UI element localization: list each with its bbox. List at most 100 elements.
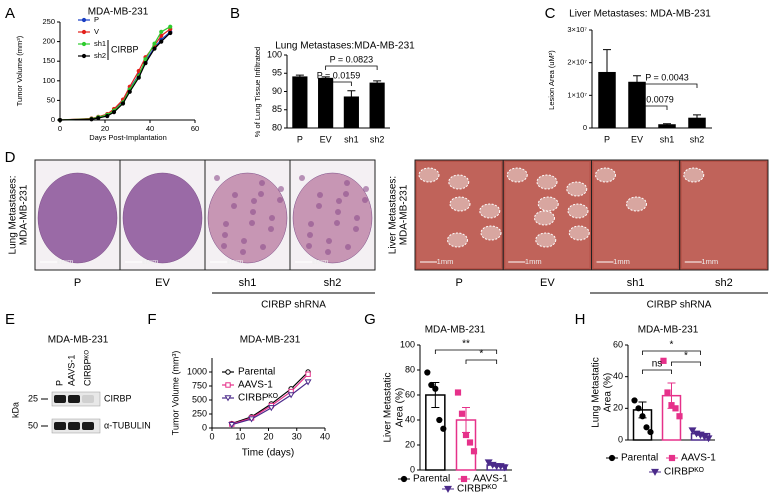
data-point <box>304 379 312 386</box>
lane-label: CIRBPᴷᴼ <box>82 350 92 386</box>
data-point <box>287 392 295 399</box>
y-axis-label: % of Lung Tissue Infiltrated <box>253 47 262 137</box>
group-label: CIRBP shRNA <box>261 300 326 311</box>
legend-label: CIRBPᴷᴼ <box>457 484 497 494</box>
chart-title: Liver Metastases: MDA-MB-231 <box>569 9 711 20</box>
legend-marker <box>81 29 87 35</box>
error-bar <box>321 76 330 79</box>
panel-letter: H <box>575 311 586 328</box>
panel-letter: D <box>5 149 16 166</box>
data-point <box>660 357 667 364</box>
data-point <box>305 371 311 377</box>
lesion-outline <box>536 174 558 190</box>
significance-bracket <box>671 361 701 366</box>
tissue-spot <box>249 220 255 226</box>
blot-band <box>54 395 66 403</box>
bar <box>343 96 359 129</box>
annotation: ** <box>462 339 470 350</box>
legend-label: Parental <box>238 367 275 378</box>
tissue-spot <box>277 197 283 203</box>
x-tick-label: P <box>604 134 610 144</box>
data-point <box>267 405 275 412</box>
bar <box>369 82 385 129</box>
data-point <box>462 431 470 439</box>
y-tick-label: 90 <box>272 86 282 96</box>
sample-label: P <box>74 277 81 289</box>
y-tick-label: 750 <box>192 380 207 390</box>
data-point <box>152 41 157 46</box>
legend-marker <box>81 41 87 47</box>
legend-label: CIRBPᴷᴼ <box>238 393 278 404</box>
data-point <box>676 413 683 420</box>
x-tick-label: sh1 <box>344 134 359 144</box>
data-point <box>668 402 675 409</box>
lesion-outline <box>537 196 559 212</box>
tissue-spot <box>307 232 313 238</box>
annotation: * <box>684 351 688 362</box>
tissue-spot <box>354 215 360 221</box>
scale-label: 1mm <box>227 257 244 266</box>
data-point <box>466 439 474 446</box>
tissue-spot <box>268 226 274 232</box>
annotation: ns <box>652 359 663 370</box>
y-tick-label: 3×10⁷ <box>567 25 587 34</box>
x-tick-label: sh2 <box>690 134 705 144</box>
x-axis-label: Time (days) <box>242 448 294 459</box>
data-point <box>159 39 164 44</box>
lesion-outline <box>418 167 440 183</box>
data-point <box>454 389 462 396</box>
sample-label: sh2 <box>715 277 733 289</box>
tissue-spot <box>278 186 284 192</box>
tissue-spot <box>241 238 247 244</box>
data-point <box>89 117 94 122</box>
y-tick-label: 0 <box>202 422 207 432</box>
data-point <box>424 369 431 376</box>
annotation: * <box>479 349 483 360</box>
lesion-outline <box>506 167 528 183</box>
series-line <box>59 26 171 121</box>
legend-marker <box>81 17 87 23</box>
y-tick-label: 20 <box>613 403 623 413</box>
tissue-spot <box>335 209 341 215</box>
tissue-spot <box>334 220 340 226</box>
blot-band <box>68 422 80 430</box>
unit-label: kDa <box>10 402 20 418</box>
y-tick-label: 40 <box>405 414 415 424</box>
y-tick-label: 85 <box>272 104 282 114</box>
tissue <box>292 172 373 264</box>
panel-letter: E <box>5 311 15 328</box>
data-point <box>168 30 173 36</box>
y-tick-label: 50 <box>47 95 55 104</box>
tissue-spot <box>325 249 331 255</box>
lane-label: P <box>54 380 64 386</box>
data-point <box>436 416 443 424</box>
legend-marker <box>225 382 231 388</box>
tissue-spot <box>250 209 256 215</box>
scale-label: 1mm <box>312 257 329 266</box>
tissue-spot <box>259 180 265 186</box>
y-axis-label: Tumor Volume (mm³) <box>15 35 24 106</box>
x-tick-label: EV <box>320 134 332 144</box>
data-point <box>248 416 256 423</box>
significance-bracket <box>325 65 378 70</box>
legend-label: CIRBPᴷᴼ <box>664 467 704 478</box>
x-tick-label: 0 <box>209 431 214 441</box>
tissue-spot <box>306 243 312 249</box>
tissue-spot <box>222 232 228 238</box>
annotation: P = 0.0043 <box>645 72 689 82</box>
tissue-spot <box>232 192 238 198</box>
tissue-spot <box>299 175 305 181</box>
sample-label: EV <box>155 277 170 289</box>
legend-marker <box>224 395 232 402</box>
x-tick-label: sh2 <box>370 134 385 144</box>
lesion-outline <box>567 203 589 219</box>
tissue <box>207 172 288 264</box>
y-tick-label: 80 <box>405 364 415 374</box>
data-point <box>428 381 435 389</box>
tissue-spot <box>251 198 257 204</box>
tissue-spot <box>308 221 314 227</box>
x-tick-label: 40 <box>146 124 154 133</box>
scale-label: 1mm <box>613 257 630 266</box>
tissue-spot <box>240 249 246 255</box>
y-axis-label: Area (%) <box>603 373 614 412</box>
